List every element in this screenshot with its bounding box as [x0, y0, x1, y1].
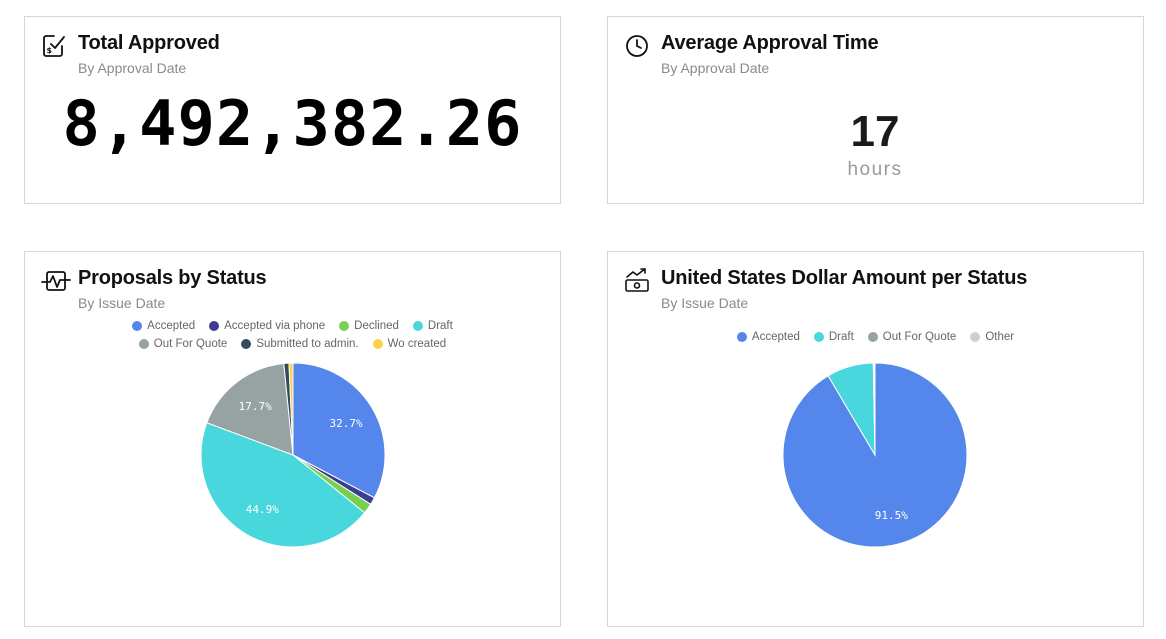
card-title: Average Approval Time	[661, 32, 879, 54]
pie-slice-draft[interactable]	[200, 422, 366, 548]
clock-icon	[624, 33, 650, 59]
card-subtitle: By Issue Date	[78, 295, 166, 311]
legend-swatch	[412, 321, 423, 331]
legend-item-accepted-via-phone[interactable]: Accepted via phone	[209, 320, 325, 332]
average-approval-unit: hours	[847, 159, 903, 180]
legend-label: Accepted via phone	[224, 320, 326, 332]
legend-swatch	[970, 332, 981, 342]
legend-row: Accepted Accepted via phone Declined Draft	[25, 317, 560, 335]
legend-item-accepted[interactable]: Accepted	[736, 331, 800, 343]
legend-item-draft[interactable]: Draft	[813, 331, 854, 343]
pie-slice-wo-created[interactable]	[288, 362, 294, 456]
proposals-by-status-card: Proposals by Status By Issue Date Accept…	[24, 251, 561, 627]
pie-slice-out-for-quote[interactable]	[206, 362, 294, 456]
legend-swatch	[372, 339, 383, 349]
chart-legend: Accepted Accepted via phone Declined Draft O…	[25, 317, 560, 353]
average-approval-value: 17	[850, 107, 900, 156]
pie-slice-other[interactable]	[873, 362, 876, 456]
legend-item-declined[interactable]: Declined	[339, 320, 399, 332]
card-subtitle: By Approval Date	[661, 60, 770, 76]
legend-swatch	[132, 321, 143, 331]
chart-legend: Accepted Draft Out For Quote Other	[608, 328, 1143, 346]
legend-label: Accepted	[751, 331, 800, 343]
approved-check-dollar-icon: $	[41, 33, 67, 59]
total-approved-card: $ Total Approved By Approval Date 8,492,…	[24, 16, 561, 204]
legend-row: Accepted Draft Out For Quote Other	[608, 328, 1143, 346]
legend-item-other[interactable]: Other	[970, 331, 1014, 343]
legend-label: Out For Quote	[882, 331, 957, 343]
pie-slice-accepted[interactable]	[292, 362, 386, 499]
legend-label: Accepted	[147, 320, 196, 332]
card-title: Total Approved	[78, 32, 220, 54]
usd-amount-per-status-card: United States Dollar Amount per Status B…	[607, 251, 1144, 627]
pie-slice-accepted[interactable]	[782, 362, 968, 548]
pie-data-label: 44.9%	[246, 503, 279, 516]
legend-item-draft[interactable]: Draft	[412, 320, 453, 332]
proposals-pie-chart: 32.7% 44.9% 17.7%	[200, 362, 386, 548]
total-approved-value: 8,492,382.26	[62, 87, 523, 160]
legend-swatch	[867, 332, 878, 342]
legend-swatch	[138, 339, 149, 349]
card-subtitle: By Issue Date	[661, 295, 749, 311]
legend-label: Draft	[828, 331, 854, 343]
card-title: Proposals by Status	[78, 267, 267, 289]
legend-swatch	[736, 332, 747, 342]
pie-data-label: 91.5%	[875, 509, 908, 522]
pie-data-label: 17.7%	[239, 400, 272, 413]
money-trend-icon	[624, 268, 650, 294]
card-subtitle: By Approval Date	[78, 60, 187, 76]
legend-label: Submitted to admin.	[256, 338, 359, 350]
pie-data-label: 32.7%	[330, 417, 363, 430]
legend-swatch	[209, 321, 220, 331]
legend-swatch	[241, 339, 252, 349]
legend-label: Draft	[427, 320, 453, 332]
legend-label: Out For Quote	[153, 338, 228, 350]
average-approval-time-card: Average Approval Time By Approval Date 1…	[607, 16, 1144, 204]
legend-item-wo-created[interactable]: Wo created	[372, 338, 447, 350]
legend-label: Declined	[354, 320, 399, 332]
legend-item-submitted-to-admin[interactable]: Submitted to admin.	[241, 338, 359, 350]
svg-text:$: $	[47, 46, 53, 55]
legend-label: Other	[985, 331, 1015, 343]
legend-item-out-for-quote[interactable]: Out For Quote	[867, 331, 957, 343]
pulse-chart-icon	[41, 268, 71, 294]
legend-label: Wo created	[387, 338, 447, 350]
legend-row: Out For Quote Submitted to admin. Wo creat…	[25, 335, 560, 353]
card-title: United States Dollar Amount per Status	[661, 267, 1028, 289]
legend-swatch	[813, 332, 824, 342]
legend-item-accepted[interactable]: Accepted	[132, 320, 195, 332]
legend-item-out-for-quote[interactable]: Out For Quote	[138, 338, 228, 350]
usd-pie-chart: 91.5%	[782, 362, 968, 548]
legend-swatch	[339, 321, 350, 331]
